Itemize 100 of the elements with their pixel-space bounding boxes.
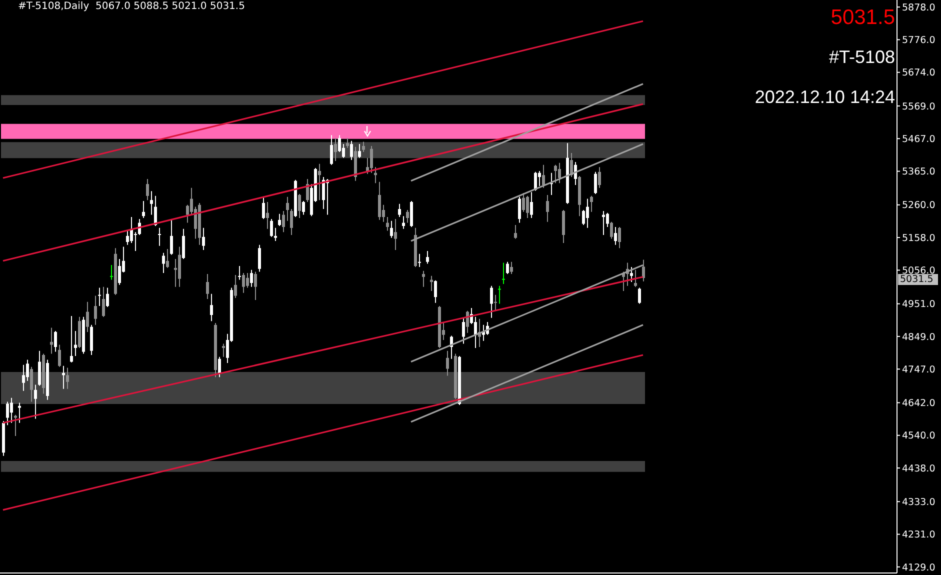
y-tick-label: 5776.0 — [902, 35, 936, 46]
candlestick — [534, 171, 537, 192]
y-tick-label: 4747.0 — [902, 364, 936, 376]
candlestick — [58, 344, 61, 368]
candlestick — [110, 264, 113, 280]
candlestick — [246, 272, 249, 288]
y-tick-label: 5158.0 — [902, 232, 936, 244]
candlestick — [282, 210, 285, 233]
candlestick — [166, 248, 169, 268]
candlestick — [462, 317, 465, 344]
candlestick — [54, 330, 57, 352]
candlestick — [522, 192, 525, 212]
candlestick — [558, 162, 561, 184]
y-tick-label: 5569.0 — [902, 101, 936, 112]
candlestick — [6, 401, 9, 426]
y-tick-label: 5878.0 — [902, 2, 936, 14]
candlestick — [370, 145, 373, 174]
y-tick-label: 4333.0 — [902, 496, 936, 508]
candlestick — [586, 198, 589, 228]
candlestick — [610, 221, 613, 240]
candlestick — [170, 219, 173, 256]
candlestick — [598, 166, 601, 188]
candlestick — [474, 316, 477, 348]
candlestick — [362, 141, 365, 153]
candlestick — [434, 280, 437, 304]
y-tick-label: 4231.0 — [902, 530, 936, 541]
candlestick — [118, 258, 121, 286]
candlestick — [298, 193, 301, 218]
candlestick — [182, 228, 185, 260]
text: 5031.5 — [898, 274, 938, 285]
y-tick-label: 4849.0 — [902, 332, 936, 343]
candlestick — [26, 359, 29, 382]
candlestick — [402, 216, 405, 230]
candlestick — [206, 274, 209, 300]
y-tick-label: 5260.0 — [902, 200, 936, 212]
candlestick — [426, 250, 429, 264]
candlestick — [162, 252, 165, 274]
y-tick-label: 4540.0 — [902, 430, 936, 442]
candlestick — [10, 397, 13, 424]
y-tick-label: 4951.0 — [902, 299, 936, 310]
candlestick — [542, 164, 545, 188]
candlestick — [634, 269, 637, 288]
candlestick — [614, 226, 617, 246]
candlestick — [38, 350, 41, 386]
candlestick — [270, 218, 273, 238]
candlestick — [174, 258, 177, 288]
candlestick — [302, 200, 305, 216]
candlestick — [530, 192, 533, 218]
candlestick — [234, 274, 237, 299]
candlestick — [494, 294, 497, 312]
candlestick — [142, 200, 145, 218]
candlestick — [510, 261, 513, 275]
candlestick — [98, 287, 101, 307]
candlestick — [210, 293, 213, 322]
candlestick — [582, 209, 585, 226]
candlestick — [50, 327, 53, 354]
candlestick — [218, 356, 221, 378]
annotation: #T-5108 — [828, 47, 895, 68]
candlestick — [322, 176, 325, 210]
y-tick-label: 4438.0 — [902, 463, 936, 474]
candlestick — [106, 287, 109, 308]
candlestick — [262, 196, 265, 220]
candlestick — [418, 253, 421, 268]
candlestick — [606, 212, 609, 228]
candlestick — [638, 287, 641, 304]
candlestick — [274, 227, 277, 242]
candlestick — [222, 343, 225, 358]
candlestick — [346, 137, 349, 148]
candlestick — [254, 271, 257, 300]
candlestick — [22, 364, 25, 392]
candlestick — [538, 170, 541, 186]
candlestick — [386, 216, 389, 232]
candlestick — [554, 164, 557, 184]
candlestick — [202, 227, 205, 251]
candlestick — [630, 266, 633, 283]
candlestick — [642, 259, 645, 282]
annotation: 2022.12.10 14:24 — [754, 87, 895, 108]
y-tick-label: 5467.0 — [902, 134, 936, 145]
candlestick — [70, 315, 73, 363]
candlestick — [518, 196, 521, 224]
candlestick — [338, 134, 341, 153]
candlestick — [146, 178, 149, 201]
chart-title: #T-5108,Daily 5067.0 5088.5 5021.0 5031.5 — [18, 1, 245, 12]
y-tick-label: 5365.0 — [902, 166, 936, 178]
candlestick — [66, 367, 69, 390]
candlestick — [18, 402, 21, 424]
candlestick — [446, 350, 449, 376]
candlestick — [242, 272, 245, 294]
candlestick — [238, 266, 241, 280]
candlestick — [378, 181, 381, 220]
candlestick — [422, 270, 425, 288]
candlestick — [290, 208, 293, 236]
candlestick — [286, 196, 289, 222]
candlestick — [34, 384, 37, 420]
candlestick — [86, 301, 89, 332]
candlestick — [134, 232, 137, 252]
candlestick — [406, 209, 409, 224]
candlestick — [126, 229, 129, 246]
annotation: 5031.5 — [830, 6, 895, 30]
candlestick — [30, 366, 33, 402]
